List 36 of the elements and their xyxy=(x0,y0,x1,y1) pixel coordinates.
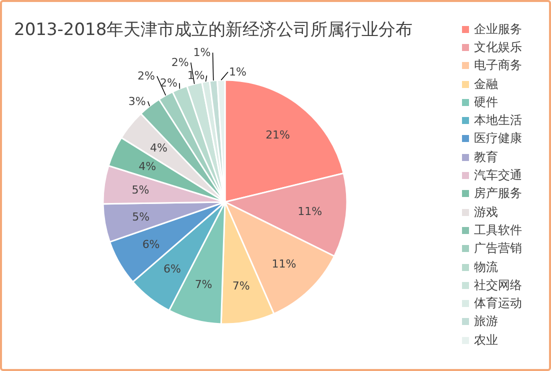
data-label: 6% xyxy=(163,262,181,276)
data-label: 11% xyxy=(272,257,296,270)
data-label: 1% xyxy=(229,66,246,78)
legend-label: 金融 xyxy=(474,76,498,93)
data-label: 5% xyxy=(132,183,150,196)
legend-label: 医疗健康 xyxy=(474,130,522,148)
data-label: 6% xyxy=(142,238,160,252)
data-label: 2% xyxy=(160,76,178,90)
data-label: 4% xyxy=(138,160,156,174)
data-label: 7% xyxy=(194,278,212,292)
legend-label: 农业 xyxy=(474,332,498,349)
legend-label: 汽车交通 xyxy=(474,167,522,184)
data-label: 3% xyxy=(128,94,146,108)
data-label: 11% xyxy=(298,204,322,218)
data-label: 2% xyxy=(171,56,189,70)
legend-label: 教育 xyxy=(474,148,498,166)
legend-label: 旅游 xyxy=(474,313,498,330)
legend-label: 游戏 xyxy=(474,204,498,221)
legend-label: 电子商务 xyxy=(474,57,522,74)
data-label: 2% xyxy=(138,70,155,83)
legend-label: 体育运动 xyxy=(474,295,522,312)
data-label: 5% xyxy=(132,210,150,224)
data-label: 4% xyxy=(150,142,168,155)
data-label: 1% xyxy=(193,46,211,60)
legend-label: 文化娱乐 xyxy=(474,38,522,56)
data-label: 7% xyxy=(232,279,250,292)
legend-label: 工具软件 xyxy=(474,222,522,239)
legend-label: 企业服务 xyxy=(474,20,522,38)
chart-title: 2013-2018年天津市成立的新经济公司所属行业分布 xyxy=(14,19,413,41)
legend-label: 广告营销 xyxy=(474,240,522,258)
legend-label: 社交网络 xyxy=(474,276,522,294)
legend-label: 房产服务 xyxy=(474,185,522,202)
legend-label: 硬件 xyxy=(474,94,498,111)
legend-label: 物流 xyxy=(474,258,498,276)
data-label: 21% xyxy=(266,128,290,142)
legend-label: 本地生活 xyxy=(474,112,522,130)
